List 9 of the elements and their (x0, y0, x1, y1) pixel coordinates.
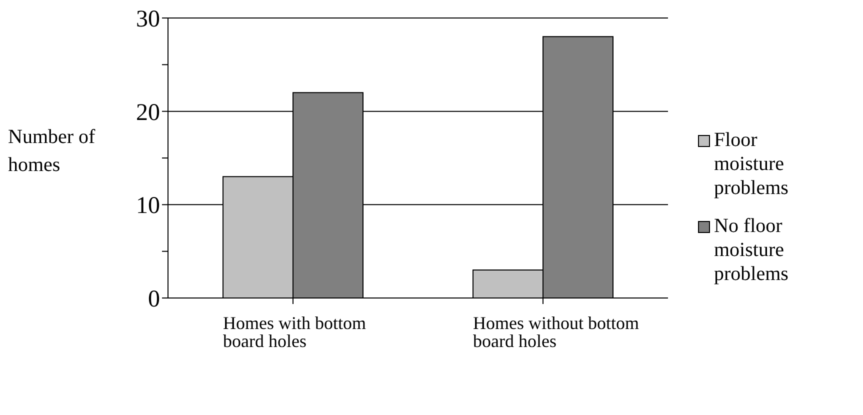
y-tick-label: 10 (136, 193, 160, 220)
legend-label: No floor moisture problems (714, 214, 790, 286)
legend-label: Floor moisture problems (714, 128, 790, 200)
y-tick-label: 30 (136, 6, 160, 33)
x-tick-label: Homes without bottom board holes (473, 312, 639, 351)
y-tick-label: 20 (136, 100, 160, 126)
y-axis-title: Number of homes (8, 125, 96, 178)
x-tick-label: Homes with bottom board holes (223, 312, 366, 351)
y-tick-label: 0 (148, 286, 160, 313)
